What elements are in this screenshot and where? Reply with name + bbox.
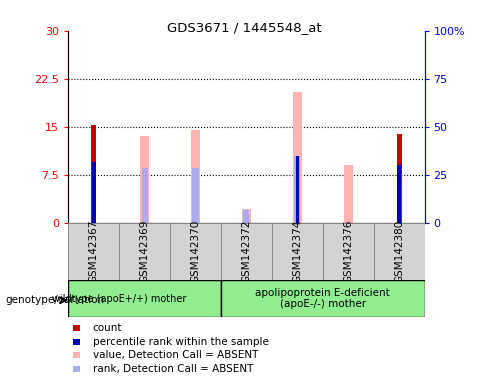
Text: GSM142367: GSM142367	[89, 220, 99, 283]
Text: wildtype (apoE+/+) mother: wildtype (apoE+/+) mother	[52, 293, 186, 304]
Bar	[192, 168, 199, 223]
Bar	[142, 168, 148, 223]
Bar	[397, 134, 402, 223]
Bar	[293, 91, 302, 223]
Bar	[397, 165, 401, 223]
FancyBboxPatch shape	[221, 223, 272, 280]
Bar	[244, 210, 249, 223]
Text: percentile rank within the sample: percentile rank within the sample	[93, 337, 268, 347]
Text: genotype/variation: genotype/variation	[5, 295, 104, 305]
FancyBboxPatch shape	[68, 280, 221, 317]
Text: GSM142380: GSM142380	[394, 220, 404, 283]
FancyBboxPatch shape	[221, 280, 425, 317]
Bar	[344, 165, 353, 223]
Text: count: count	[93, 323, 122, 333]
Text: GSM142370: GSM142370	[190, 220, 201, 283]
Text: value, Detection Call = ABSENT: value, Detection Call = ABSENT	[93, 350, 258, 360]
FancyBboxPatch shape	[68, 223, 119, 280]
Bar	[140, 136, 149, 223]
FancyBboxPatch shape	[119, 223, 170, 280]
FancyBboxPatch shape	[272, 223, 323, 280]
Text: apolipoprotein E-deficient
(apoE-/-) mother: apolipoprotein E-deficient (apoE-/-) mot…	[255, 288, 390, 310]
Text: GSM142376: GSM142376	[343, 220, 353, 283]
Bar	[191, 130, 200, 223]
Text: GSM142369: GSM142369	[140, 220, 150, 283]
Text: GSM142374: GSM142374	[292, 220, 303, 283]
FancyBboxPatch shape	[323, 223, 374, 280]
Text: rank, Detection Call = ABSENT: rank, Detection Call = ABSENT	[93, 364, 253, 374]
Bar	[242, 209, 251, 223]
Bar	[296, 156, 299, 223]
Bar	[91, 126, 96, 223]
Bar	[294, 156, 301, 223]
FancyBboxPatch shape	[170, 223, 221, 280]
FancyBboxPatch shape	[374, 223, 425, 280]
Text: GDS3671 / 1445548_at: GDS3671 / 1445548_at	[167, 21, 321, 34]
Bar	[92, 162, 96, 223]
Text: GSM142372: GSM142372	[242, 220, 251, 283]
